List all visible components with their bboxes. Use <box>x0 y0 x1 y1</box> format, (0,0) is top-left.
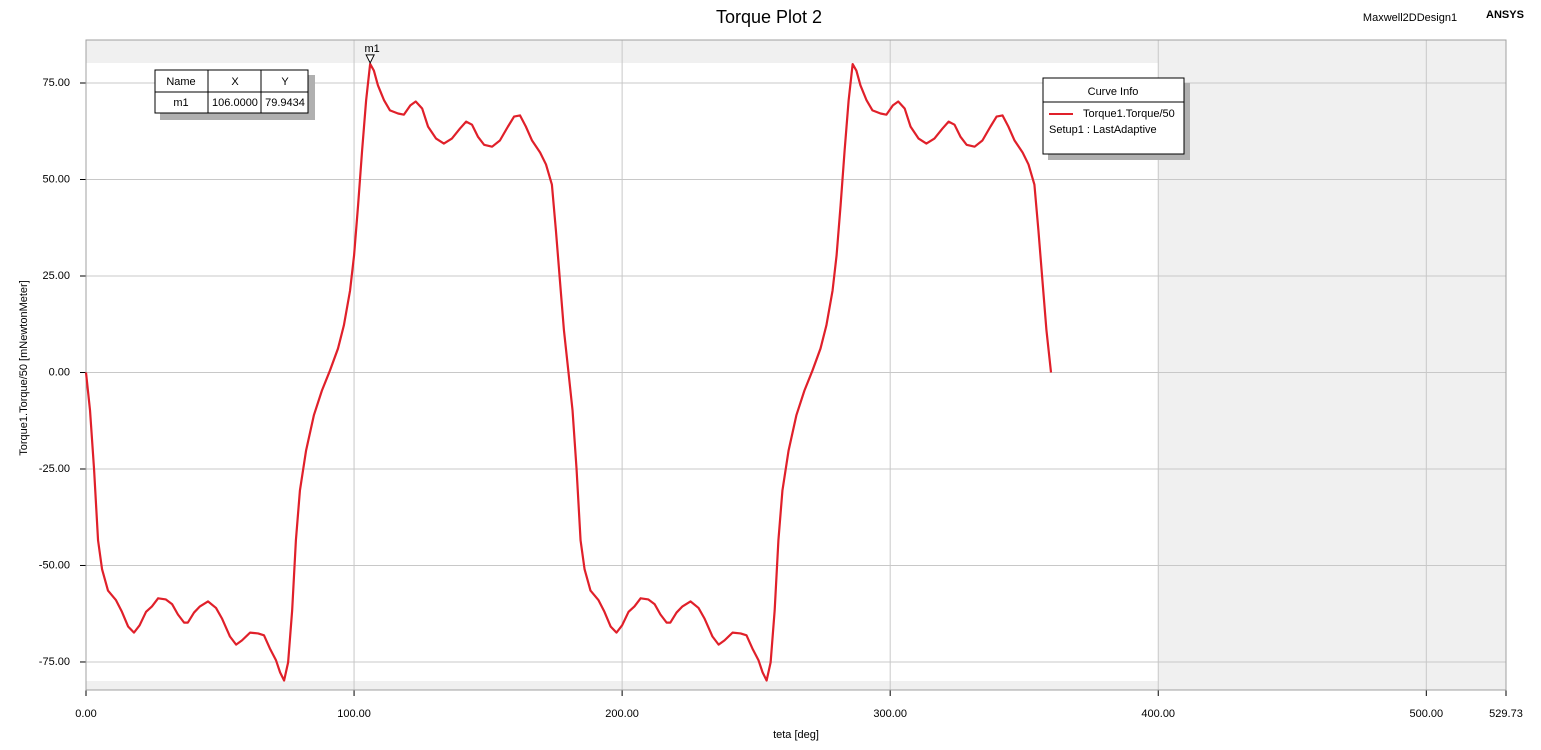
x-tick-label: 400.00 <box>1141 708 1175 720</box>
y-tick-label: 50.00 <box>42 173 70 185</box>
x-tick-label: 0.00 <box>75 708 96 720</box>
marker-label: m1 <box>365 43 380 55</box>
x-axis-label: teta [deg] <box>773 729 819 741</box>
marker <box>365 54 375 65</box>
outside-range-shade <box>1158 40 1506 690</box>
design-name: Maxwell2DDesign1 <box>1363 12 1457 24</box>
x-tick-label: 200.00 <box>605 708 639 720</box>
data-line <box>84 62 1053 682</box>
brand: ANSYS <box>1486 9 1524 21</box>
x-tick-label: 300.00 <box>873 708 907 720</box>
y-tick-label: -25.00 <box>39 463 70 475</box>
marker-table: Name X Y m1 106.0000 79.9434 <box>154 69 315 120</box>
chart-title: Torque Plot 2 <box>716 7 822 27</box>
y-tick-label: -75.00 <box>39 656 70 668</box>
outside-range-shade <box>86 40 1506 63</box>
y-tick-label: -50.00 <box>39 559 70 571</box>
y-axis-label: Torque1.Torque/50 [mNewtonMeter] <box>18 280 30 455</box>
plot-border <box>85 39 1507 691</box>
y-tick-label: 0.00 <box>49 366 70 378</box>
y-tick-label: 25.00 <box>42 270 70 282</box>
legend-entry: Torque1.Torque/50 <box>1083 108 1175 120</box>
legend-note: Setup1 : LastAdaptive <box>1049 124 1157 136</box>
table-header: Y <box>281 76 289 88</box>
outside-range-shade <box>86 681 1506 690</box>
table-cell: 106.0000 <box>212 97 258 109</box>
plot: m1 <box>84 43 1053 682</box>
table-header: Name <box>166 76 195 88</box>
table-cell: 79.9434 <box>265 97 305 109</box>
x-tick-label: 100.00 <box>337 708 371 720</box>
legend-title: Curve Info <box>1088 86 1139 98</box>
table-cell: m1 <box>173 97 188 109</box>
x-tick-label: 500.00 <box>1409 708 1443 720</box>
y-tick-label: 75.00 <box>42 77 70 89</box>
x-tick-label: 529.73 <box>1489 708 1523 720</box>
legend-box <box>1042 77 1185 155</box>
legend: Curve Info Torque1.Torque/50 Setup1 : La… <box>1042 77 1190 160</box>
table-header: X <box>231 76 239 88</box>
